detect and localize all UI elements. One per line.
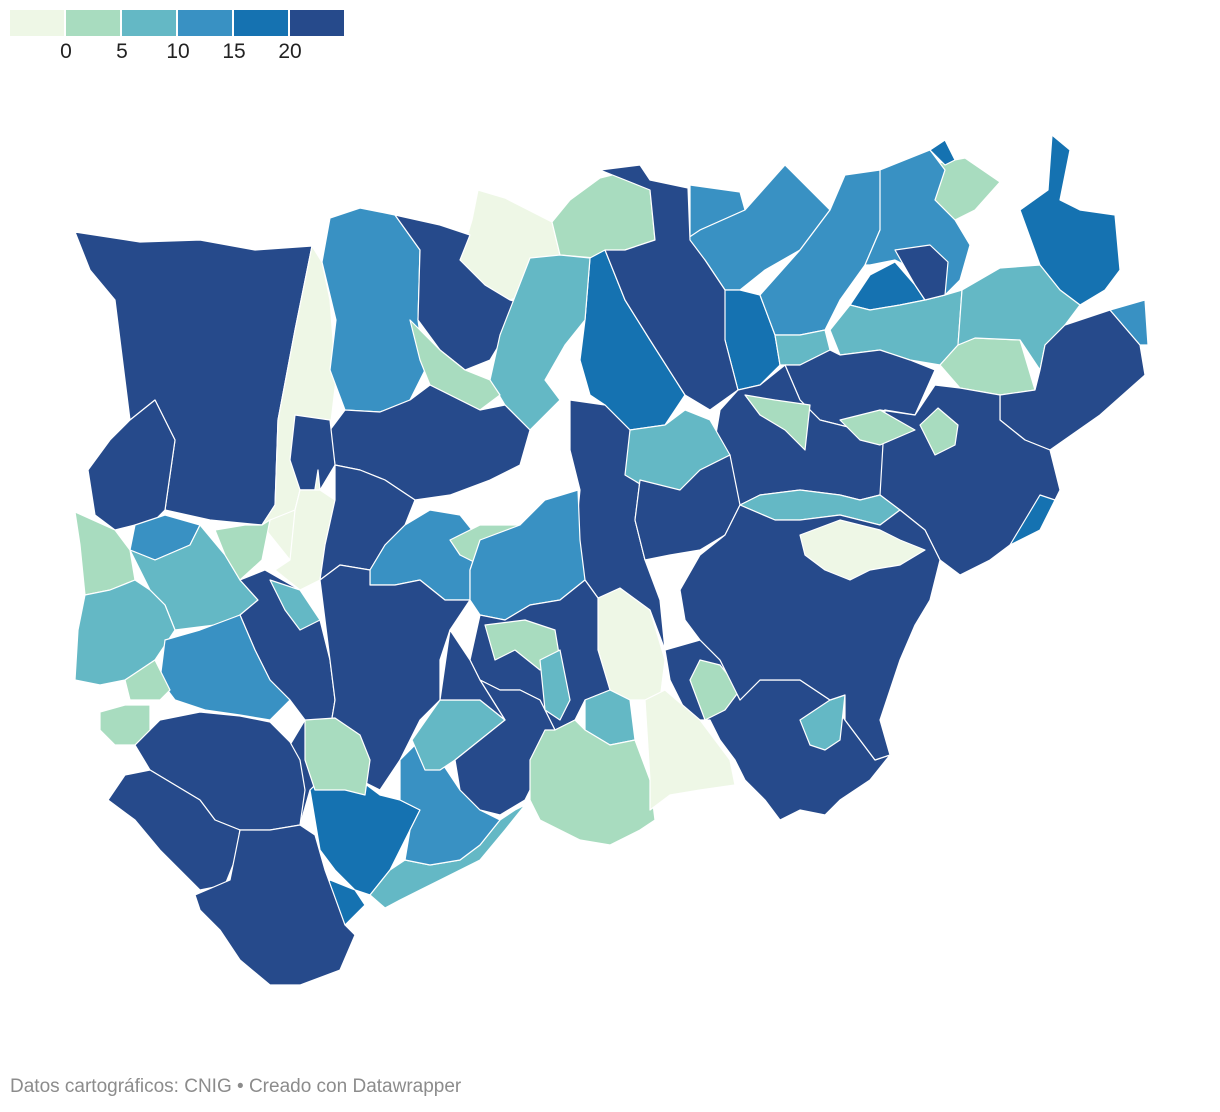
map-region[interactable]: [799, 519, 926, 581]
map-region[interactable]: [289, 414, 336, 491]
legend-swatch: [290, 10, 344, 36]
map-region[interactable]: [99, 704, 151, 746]
legend-swatches: [10, 10, 346, 36]
choropleth-map: [74, 134, 1149, 986]
legend-swatch: [10, 10, 64, 36]
map-region[interactable]: [489, 254, 591, 431]
map-footer: Datos cartográficos: CNIG • Creado con D…: [10, 1076, 461, 1098]
legend-swatch: [178, 10, 232, 36]
legend-tick-label: 15: [222, 40, 246, 63]
map-region[interactable]: [1109, 299, 1149, 346]
map-region[interactable]: [269, 579, 321, 631]
map-region[interactable]: [599, 164, 739, 411]
legend-tick-label: 5: [116, 40, 128, 63]
map-region[interactable]: [124, 659, 171, 701]
legend-tick-label: 0: [60, 40, 72, 63]
color-legend: 0 5 10 15 20: [10, 10, 346, 64]
map-region[interactable]: [87, 399, 176, 531]
source-credit: Datos cartográficos: CNIG: [10, 1076, 232, 1097]
map-region[interactable]: [894, 244, 949, 301]
legend-swatch: [234, 10, 288, 36]
map-region[interactable]: [321, 207, 426, 413]
map-region[interactable]: [529, 719, 656, 846]
map-region[interactable]: [409, 319, 501, 411]
legend-tick-label: 10: [166, 40, 190, 63]
map-region[interactable]: [839, 409, 916, 446]
map-region[interactable]: [439, 629, 506, 721]
map-region[interactable]: [744, 394, 811, 451]
map-region[interactable]: [159, 614, 291, 721]
legend-ticks: 0 5 10 15 20: [10, 36, 346, 63]
legend-swatch: [66, 10, 120, 36]
map-region[interactable]: [194, 824, 356, 986]
map-region[interactable]: [929, 139, 956, 166]
map-region[interactable]: [644, 689, 736, 811]
map-region[interactable]: [304, 717, 371, 796]
map-region[interactable]: [919, 407, 959, 456]
map-region[interactable]: [214, 519, 271, 581]
creator-credit: • Creado con Datawrapper: [237, 1076, 462, 1097]
legend-swatch: [122, 10, 176, 36]
map-region[interactable]: [539, 649, 571, 721]
map-region[interactable]: [1009, 494, 1056, 546]
legend-tick-label: 20: [278, 40, 302, 63]
